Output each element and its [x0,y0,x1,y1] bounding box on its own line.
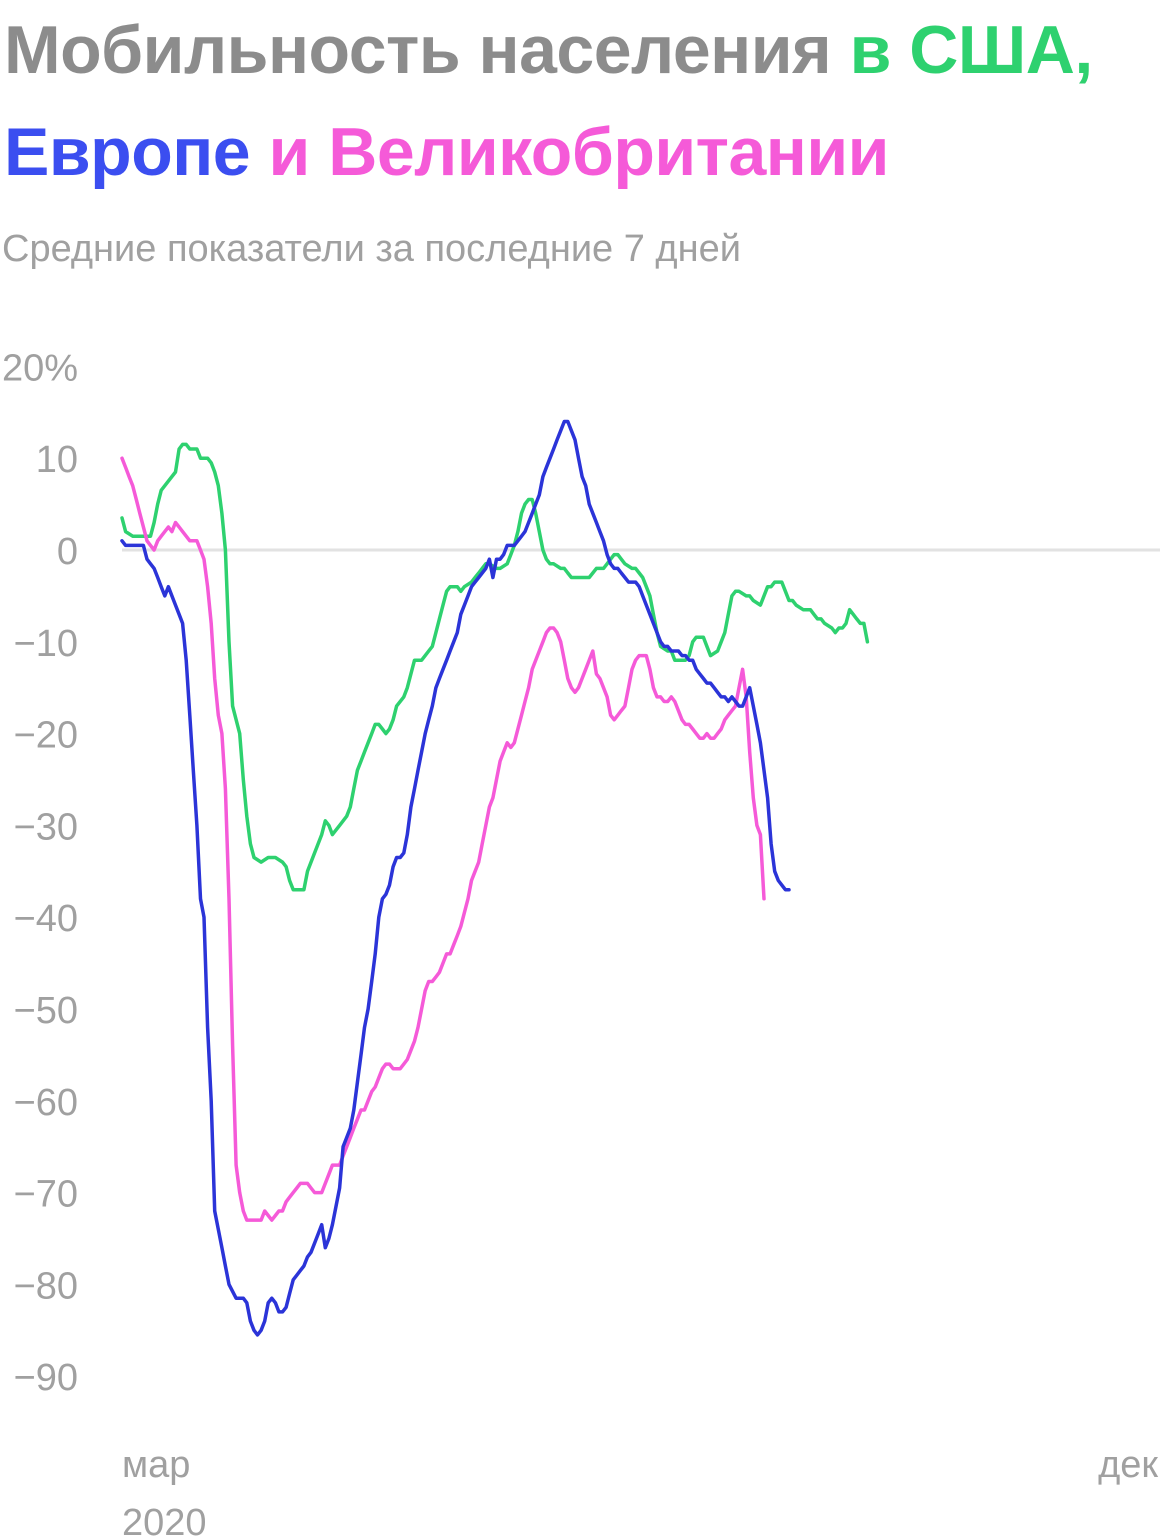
y-tick-label: −20 [14,715,78,757]
y-tick-label: −70 [14,1174,78,1216]
y-tick-label: −50 [14,990,78,1032]
chart-title-line-1: Мобильность населения в США, [4,16,1093,84]
y-tick-label: 10 [36,439,78,481]
x-tick-label: дек [1098,1444,1158,1486]
series-line-1 [120,419,791,1337]
title-part-europe: Европе [4,114,251,190]
y-tick-label: −10 [14,623,78,665]
series-line-0 [120,442,870,892]
title-part-mobility: Мобильность населения [4,12,850,88]
chart-title-line-2: Европе и Великобритании [4,118,889,186]
x-tick-label: 2020 [122,1502,207,1536]
title-part-usa: в США, [849,12,1094,88]
title-part-uk: и Великобритании [250,114,890,190]
y-tick-label: −60 [14,1082,78,1124]
series-line-2 [120,456,766,1222]
y-tick-label: 20% [2,347,78,389]
y-tick-label: −30 [14,806,78,848]
y-tick-label: 0 [57,531,78,573]
y-tick-label: −40 [14,898,78,940]
y-tick-label: −80 [14,1265,78,1307]
y-tick-label: −90 [14,1357,78,1399]
x-tick-label: мар [122,1444,190,1486]
chart-subtitle: Средние показатели за последние 7 дней [2,228,741,270]
